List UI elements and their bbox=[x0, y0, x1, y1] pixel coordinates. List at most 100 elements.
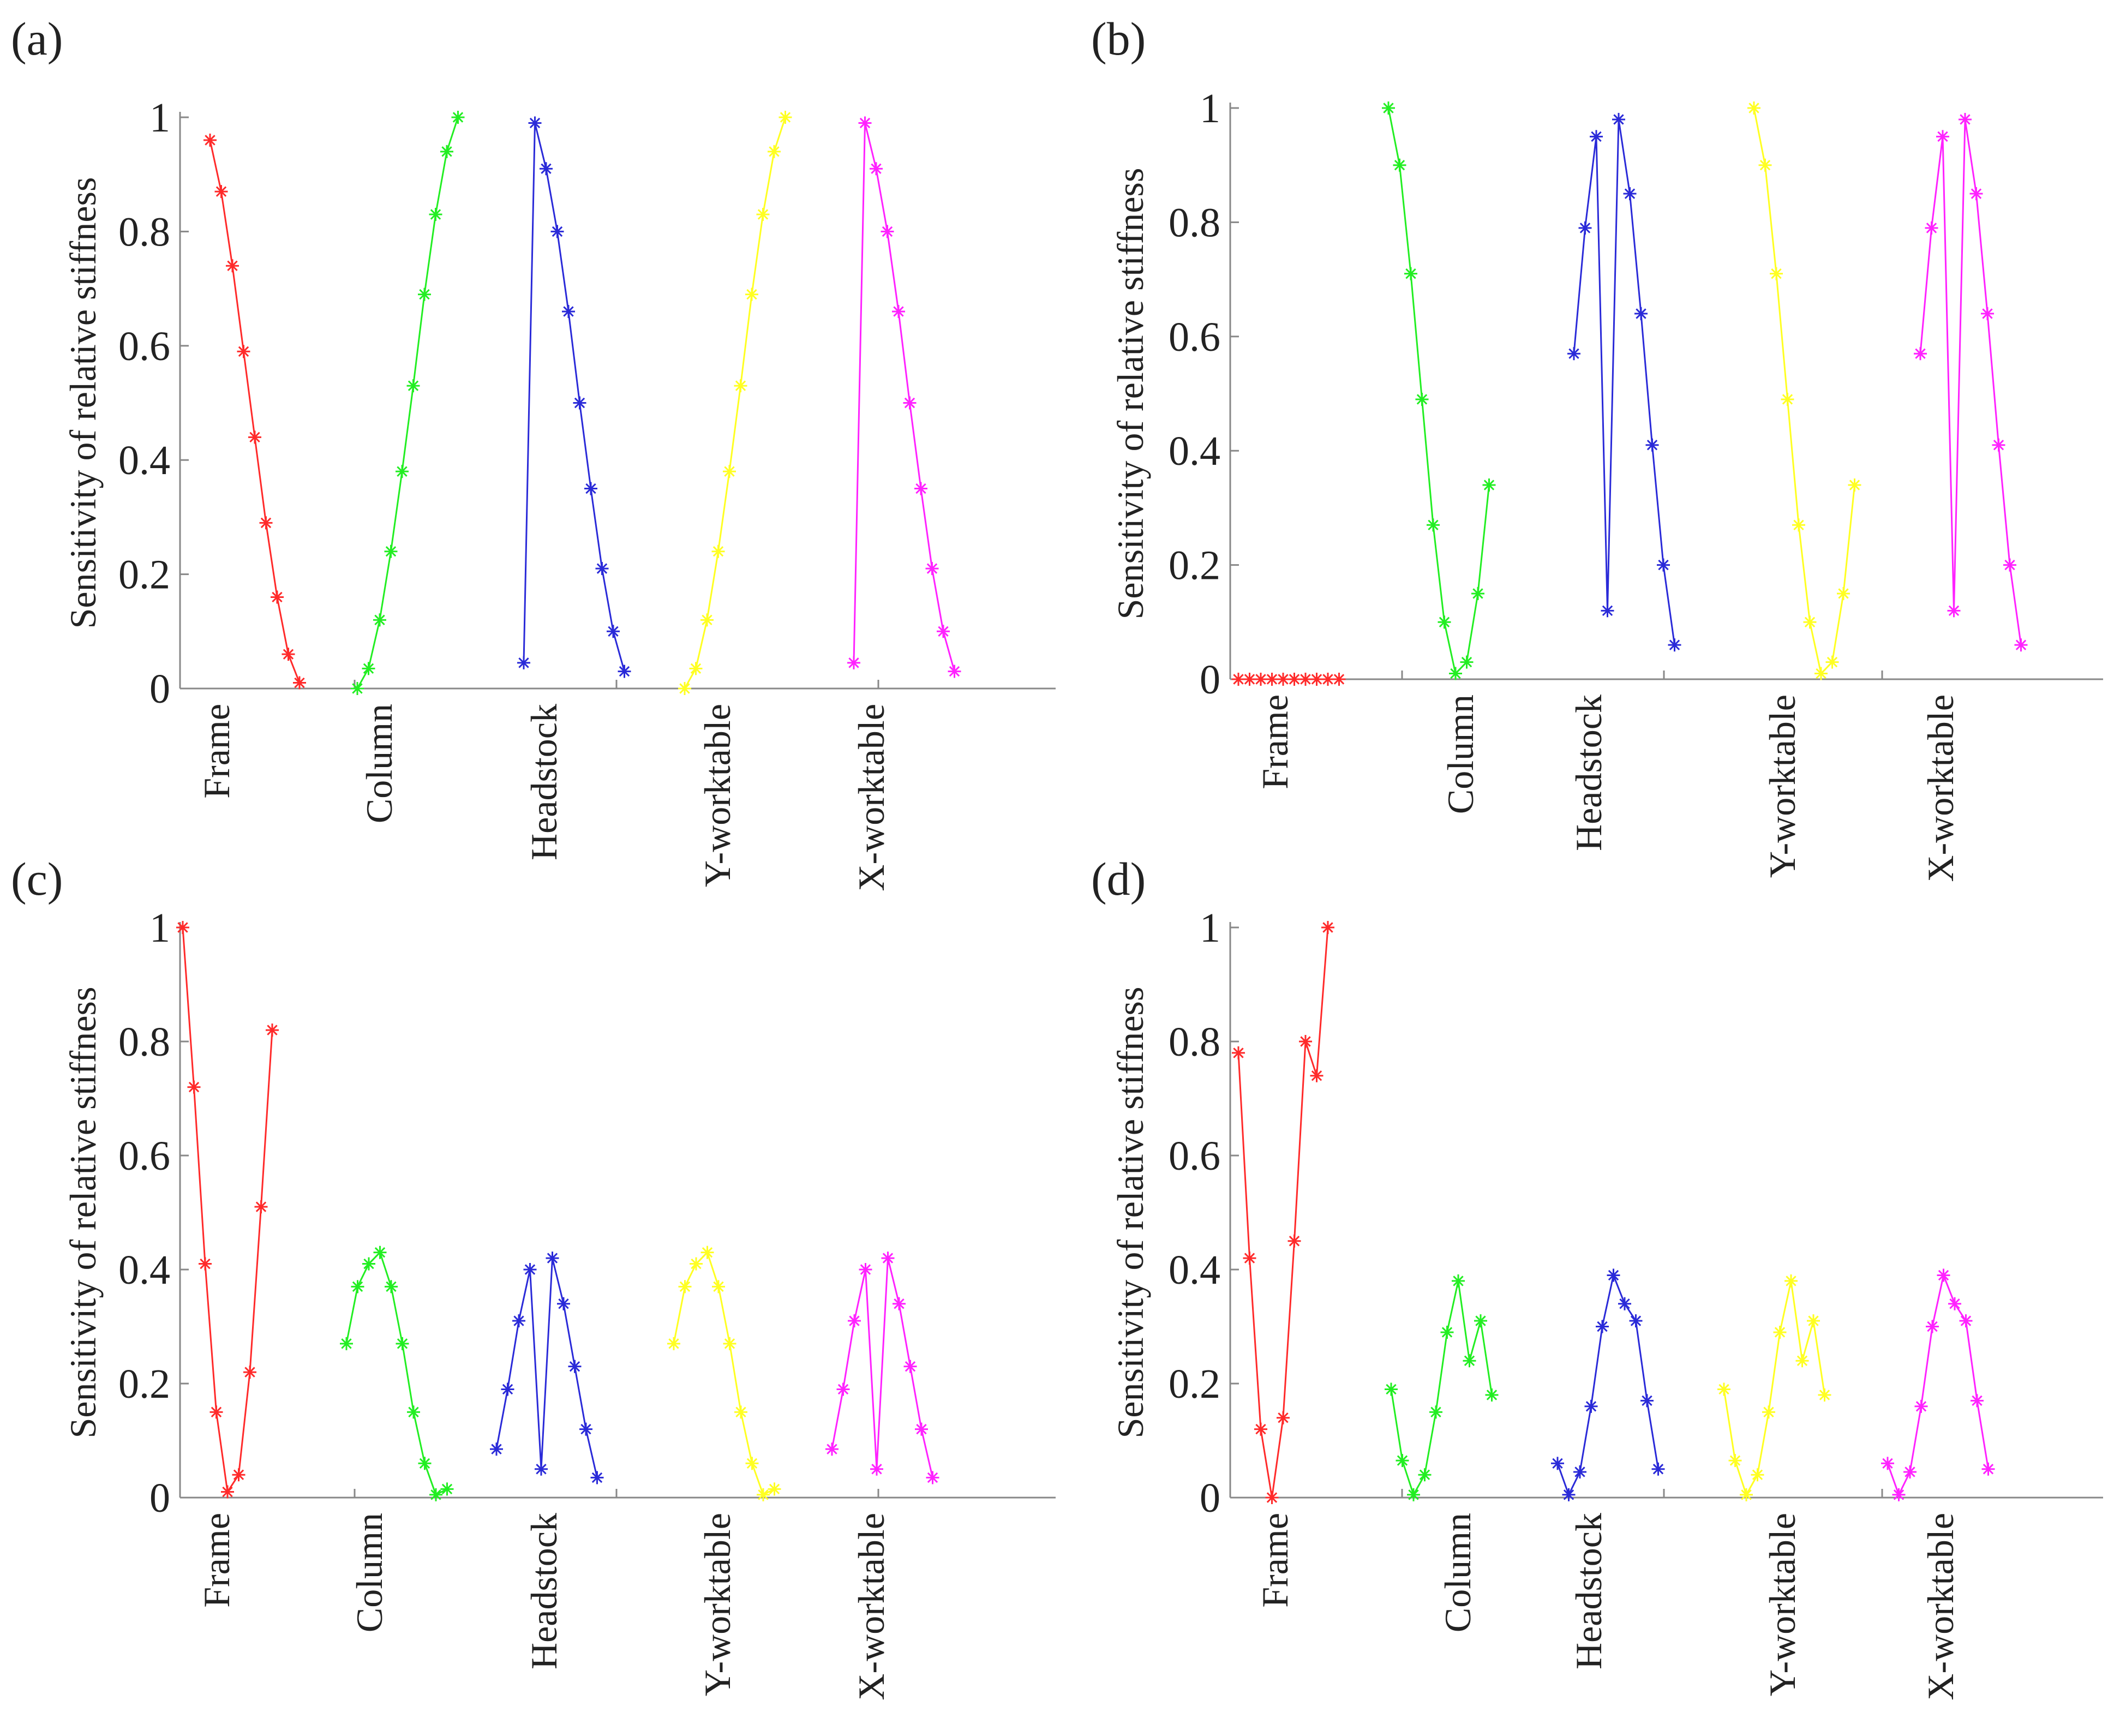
data-point bbox=[667, 1337, 680, 1350]
data-point bbox=[881, 1252, 895, 1265]
y-tick-label: 1 bbox=[149, 95, 170, 141]
data-point bbox=[1618, 1297, 1631, 1310]
series-line bbox=[1919, 119, 2022, 645]
data-point bbox=[678, 1280, 692, 1294]
series-headstock bbox=[1567, 112, 1681, 652]
data-point bbox=[1903, 1465, 1917, 1478]
data-point bbox=[1482, 478, 1496, 492]
series-line bbox=[673, 1250, 775, 1496]
data-point bbox=[870, 1462, 883, 1476]
series-y-worktable bbox=[1717, 1274, 1831, 1501]
y-tick-label: 1 bbox=[1200, 86, 1220, 131]
data-point bbox=[1848, 478, 1861, 492]
data-point bbox=[1607, 1268, 1620, 1282]
y-tick-label: 0.8 bbox=[118, 209, 170, 255]
data-point bbox=[362, 1257, 375, 1271]
data-point bbox=[1310, 673, 1324, 686]
series-line bbox=[1723, 1280, 1825, 1497]
panel-b: (b) 0 0.2 0.4 0.6 0.8 1 Sensitivity of relative… bbox=[1091, 13, 2103, 882]
data-point bbox=[373, 613, 386, 627]
series-line bbox=[523, 123, 625, 672]
data-point bbox=[858, 116, 872, 130]
data-point bbox=[1762, 1405, 1775, 1419]
y-tick-label: 1 bbox=[1200, 905, 1220, 951]
panel-label: (c) bbox=[11, 853, 63, 905]
data-point bbox=[1818, 1388, 1831, 1402]
data-point bbox=[825, 1442, 839, 1456]
data-point bbox=[1551, 1457, 1564, 1470]
data-point bbox=[1299, 673, 1312, 686]
data-point bbox=[1310, 1069, 1324, 1082]
data-point bbox=[396, 465, 409, 478]
data-point bbox=[351, 682, 364, 695]
data-point bbox=[914, 482, 927, 495]
category-label: X-worktable bbox=[1920, 695, 1961, 882]
data-point bbox=[490, 1442, 503, 1456]
data-point bbox=[1657, 558, 1670, 572]
data-point bbox=[535, 1462, 548, 1476]
data-point bbox=[1747, 101, 1760, 115]
data-point bbox=[1596, 1320, 1609, 1333]
data-point bbox=[199, 1257, 212, 1271]
data-point bbox=[418, 1457, 432, 1470]
series-line bbox=[356, 117, 459, 689]
panel-c: (c) 0 0.2 0.4 0.6 0.8 1 Sensitivity of relative… bbox=[11, 853, 1056, 1701]
data-point bbox=[362, 662, 375, 675]
data-point bbox=[678, 682, 691, 695]
data-point bbox=[1485, 1388, 1499, 1402]
data-point bbox=[1232, 1046, 1245, 1059]
data-point bbox=[926, 1471, 939, 1484]
series-x-worktable bbox=[825, 1252, 939, 1484]
data-point bbox=[768, 1482, 781, 1496]
category-label: Frame bbox=[196, 1513, 237, 1608]
data-point bbox=[1914, 1399, 1928, 1413]
category-label: Frame bbox=[196, 704, 237, 799]
data-point bbox=[881, 225, 894, 238]
data-point bbox=[1959, 112, 1972, 126]
data-point bbox=[734, 379, 747, 393]
panel-label: (d) bbox=[1091, 853, 1146, 905]
series-line bbox=[1390, 1280, 1493, 1497]
data-point bbox=[373, 1246, 387, 1259]
data-point bbox=[1969, 187, 1983, 201]
series-line bbox=[1887, 1272, 1989, 1497]
category-label: Column bbox=[1440, 695, 1481, 814]
data-point bbox=[1795, 1354, 1809, 1368]
data-point bbox=[1287, 673, 1301, 686]
data-point bbox=[1717, 1382, 1730, 1396]
data-point bbox=[1404, 267, 1417, 280]
data-point bbox=[1590, 130, 1603, 143]
series-headstock bbox=[490, 1252, 604, 1484]
data-point bbox=[1396, 1454, 1409, 1468]
y-tick-label: 0 bbox=[1200, 1475, 1220, 1521]
category-label: X-worktable bbox=[851, 1513, 892, 1701]
data-point bbox=[848, 1314, 861, 1328]
data-point bbox=[540, 162, 553, 176]
panel-a: (a) 0 0.2 0.4 0.6 0.8 1 Sensitivity of relative… bbox=[11, 13, 1056, 891]
data-point bbox=[903, 1360, 917, 1373]
series-y-worktable bbox=[1747, 101, 1861, 680]
data-point bbox=[385, 1280, 398, 1294]
data-point bbox=[351, 1280, 364, 1294]
data-point bbox=[892, 304, 905, 318]
data-point bbox=[700, 613, 714, 627]
data-point bbox=[523, 1263, 537, 1276]
data-point bbox=[903, 396, 917, 410]
y-axis-label: Sensitivity of relative stiffness bbox=[62, 177, 104, 629]
data-point bbox=[1981, 307, 1994, 320]
data-point bbox=[1460, 655, 1474, 669]
y-tick-label: 0.6 bbox=[1169, 314, 1220, 360]
category-label: X-worktable bbox=[851, 704, 892, 891]
data-point bbox=[517, 656, 530, 669]
data-point bbox=[226, 259, 239, 273]
data-point bbox=[836, 1382, 850, 1396]
data-point bbox=[711, 544, 725, 558]
series-x-worktable bbox=[1914, 112, 2028, 652]
category-label: Column bbox=[358, 704, 400, 823]
series-line bbox=[209, 140, 301, 684]
data-point bbox=[440, 1482, 454, 1496]
y-tick-label: 0.8 bbox=[1169, 200, 1220, 246]
data-point bbox=[734, 1405, 747, 1419]
data-point bbox=[1758, 158, 1772, 172]
data-point bbox=[1232, 673, 1245, 686]
